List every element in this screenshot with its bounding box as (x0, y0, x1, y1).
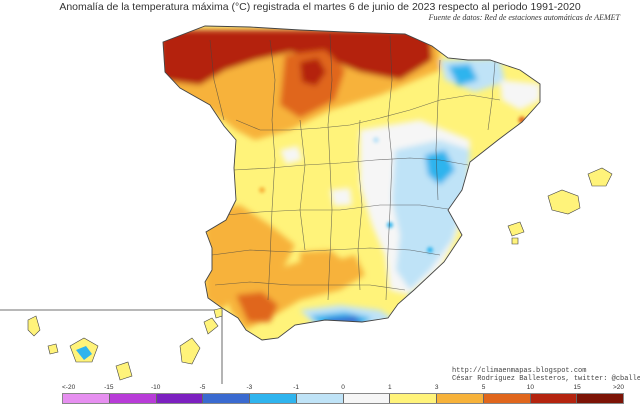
legend-swatch (530, 394, 578, 403)
legend-tick-label: >20 (612, 384, 624, 391)
legend-swatches (62, 393, 624, 404)
legend-swatch (390, 394, 437, 403)
legend-tick-label: -15 (104, 384, 114, 391)
legend-swatch (577, 394, 623, 403)
legend-swatch (343, 394, 391, 403)
color-legend: <-20 -15 -10 -5 -3 -1 0 1 3 5 10 15 >20 (58, 384, 628, 406)
legend-tick-label: 15 (573, 384, 581, 391)
data-source-note: Fuente de datos: Red de estaciones autom… (428, 13, 620, 22)
legend-swatch (63, 394, 110, 403)
canary-islands-inset (0, 307, 223, 384)
legend-tick-label: -1 (293, 384, 300, 391)
legend-tick-label: 3 (434, 384, 439, 391)
balearic-islands (507, 167, 613, 245)
legend-tick-label: 10 (526, 384, 534, 391)
legend-swatch (203, 394, 250, 403)
legend-tick-label: 5 (481, 384, 486, 391)
legend-swatch (483, 394, 531, 403)
credit-block: http://climaenmapas.blogspot.com César R… (452, 367, 640, 383)
legend-tick-label: 0 (341, 384, 345, 391)
map-title: Anomalía de la temperatura máxima (°C) r… (59, 1, 581, 13)
iberian-peninsula (162, 25, 541, 341)
legend-swatch (156, 394, 204, 403)
credit-url: http://climaenmapas.blogspot.com (452, 367, 587, 375)
legend-swatch (109, 394, 157, 403)
legend-swatch (250, 394, 297, 403)
legend-tick-label: -5 (199, 384, 206, 391)
legend-tick-label: 1 (388, 384, 392, 391)
legend-swatch (296, 394, 344, 403)
legend-swatch (437, 394, 484, 403)
credit-author: César Rodríguez Ballesteros, twitter: @c… (452, 375, 640, 383)
legend-tick-label: <-20 (62, 384, 76, 391)
legend-tick-label: -3 (246, 384, 253, 391)
legend-tick-label: -10 (150, 384, 161, 391)
